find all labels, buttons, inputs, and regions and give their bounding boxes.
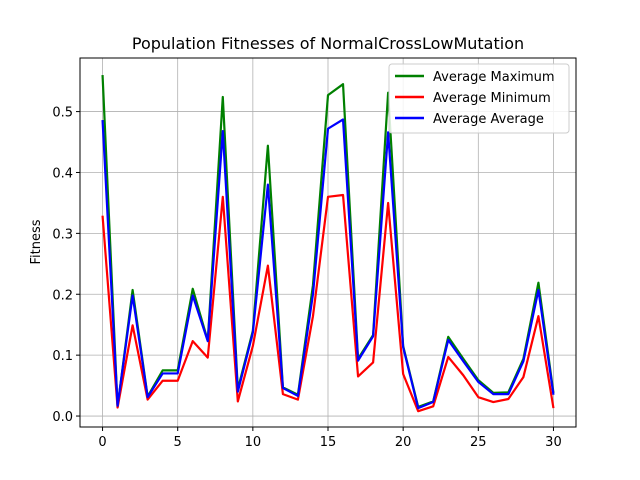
y-tick-label: 0.5 xyxy=(52,106,73,121)
y-tick-label: 0.3 xyxy=(52,227,73,242)
legend-label: Average Average xyxy=(433,112,544,127)
legend: Average Maximum Average Minimum Average Av… xyxy=(388,63,570,134)
y-tick-label: 0.0 xyxy=(52,410,73,425)
legend-label: Average Minimum xyxy=(433,91,551,106)
series-line-average-average xyxy=(101,118,555,410)
x-tick-label: 25 xyxy=(470,435,487,450)
x-tick-label: 10 xyxy=(245,435,262,450)
y-tick-label: 0.2 xyxy=(52,288,73,303)
x-tick-label: 5 xyxy=(174,435,182,450)
x-tick-label: 0 xyxy=(98,435,106,450)
y-tick-label: 0.1 xyxy=(52,349,73,364)
x-tick-label: 15 xyxy=(320,435,337,450)
y-axis-label: Fitness xyxy=(29,219,44,264)
x-tick-label: 30 xyxy=(545,435,562,450)
axis-ticks: 0 5 10 15 20 25 30 0.0 0.1 0.2 0.3 0.4 0.5 xyxy=(52,106,561,450)
chart-title: Population Fitnesses of NormalCrossLowMu… xyxy=(132,34,524,53)
y-tick-label: 0.4 xyxy=(52,166,73,181)
grid-lines xyxy=(80,58,576,427)
legend-label: Average Maximum xyxy=(433,70,555,85)
series-line-average-minimum xyxy=(101,193,555,413)
legend-box xyxy=(388,63,570,134)
series-lines xyxy=(101,75,555,413)
x-tick-label: 20 xyxy=(395,435,412,450)
